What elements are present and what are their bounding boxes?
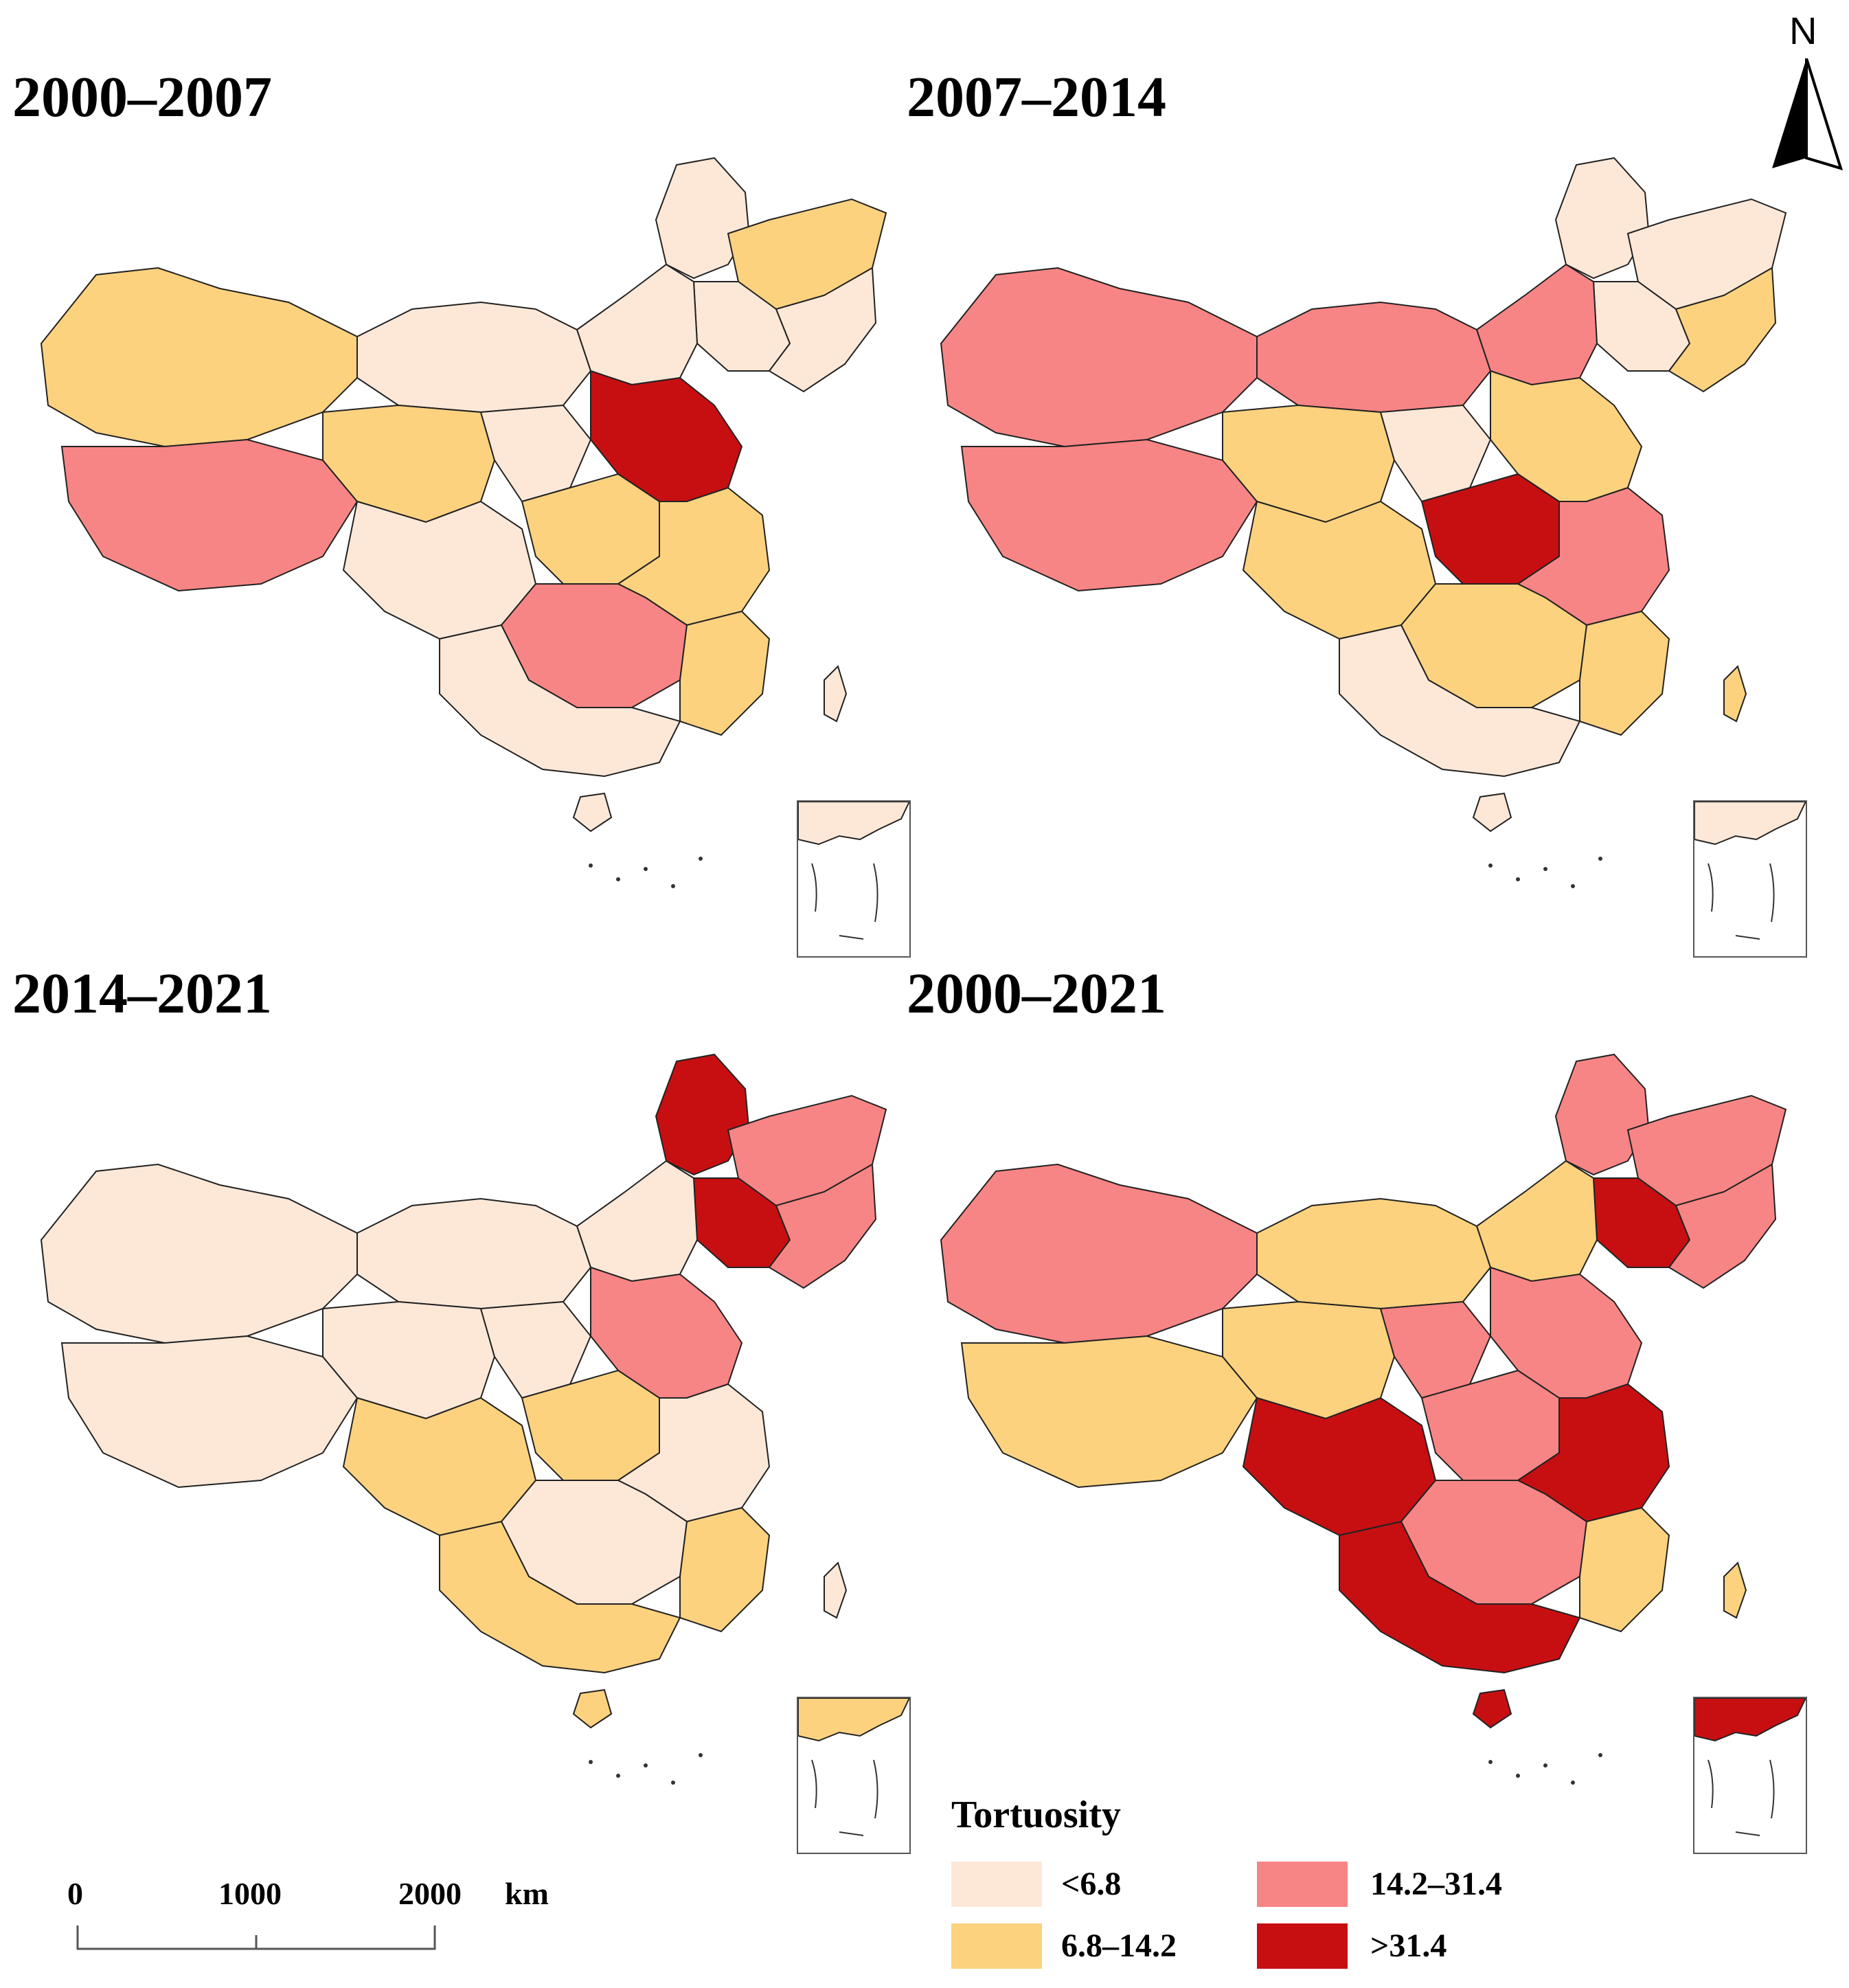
region-southeast-coast: [1579, 610, 1670, 736]
south-sea-island-dot: [589, 863, 593, 868]
region-nm-west: [356, 1197, 592, 1310]
south-sea-island-dot: [616, 877, 620, 881]
inset-map-2: [1694, 802, 1806, 940]
south-sea-island-dot: [671, 884, 675, 888]
south-sea-island-dot: [644, 1763, 648, 1767]
panel-title-3: 2014–2021: [12, 962, 272, 1026]
region-tibet: [960, 438, 1258, 592]
region-nm-east: [576, 263, 699, 386]
inset-map-1: [798, 802, 909, 940]
south-sea-island-dot: [1571, 1781, 1575, 1785]
south-sea-inset-3: [797, 1697, 911, 1854]
south-sea-island-dot: [644, 867, 648, 871]
south-sea-inset-4: [1693, 1697, 1807, 1854]
south-sea-island-dot: [1598, 857, 1602, 861]
legend-swatch-low: [951, 1862, 1042, 1907]
map-panel-2007-2014: [940, 157, 1787, 888]
south-sea-inset-1: [797, 800, 911, 958]
map-panel-2000-2021: [940, 1053, 1787, 1785]
south-sea-island-dot: [1488, 863, 1493, 868]
region-nm-west: [1256, 1197, 1492, 1310]
legend-swatch-high: [1257, 1862, 1348, 1907]
legend-title: Tortuosity: [951, 1794, 1121, 1836]
south-sea-island-dot: [1571, 884, 1575, 888]
map-panel-2000-2007: [40, 157, 887, 888]
legend-label-veryhigh: >31.4: [1370, 1928, 1447, 1964]
region-nm-west: [356, 301, 592, 414]
panel-title-1: 2000–2007: [12, 65, 272, 129]
south-sea-island-dot: [671, 1781, 675, 1785]
region-southeast-coast: [679, 1506, 771, 1633]
region-southeast-coast: [679, 610, 771, 736]
south-sea-island-dot: [1598, 1753, 1602, 1757]
region-ne-jilin-liao: [768, 267, 877, 393]
island-taiwan: [824, 1561, 848, 1619]
south-sea-island-dot: [1516, 1774, 1520, 1778]
island-hainan: [572, 792, 613, 833]
north-arrow-icon: [1772, 58, 1844, 170]
region-guangdong-hainan: [439, 1520, 681, 1674]
south-sea-island-dot: [589, 1760, 593, 1764]
region-xinjiang: [40, 1163, 358, 1344]
island-hainan: [1472, 792, 1512, 833]
inset-map-4: [1694, 1698, 1806, 1836]
region-guangdong-hainan: [1339, 1520, 1581, 1674]
legend-label-high: 14.2–31.4: [1370, 1866, 1502, 1902]
legend-swatch-veryhigh: [1257, 1923, 1348, 1969]
region-xinjiang: [940, 267, 1258, 448]
island-taiwan: [824, 665, 848, 723]
legend-label-low: <6.8: [1061, 1866, 1122, 1902]
south-sea-island-dot: [699, 857, 703, 861]
scale-unit: km: [505, 1876, 549, 1911]
inset-map-3: [798, 1698, 909, 1836]
south-sea-island-dot: [616, 1774, 620, 1778]
region-guangdong-hainan: [439, 624, 681, 778]
south-sea-island-dot: [699, 1753, 703, 1757]
region-southeast-coast: [1579, 1506, 1670, 1633]
south-sea-island-dot: [1543, 867, 1547, 871]
scale-tick-1000: 1000: [218, 1876, 282, 1911]
island-taiwan: [1723, 665, 1747, 723]
scale-bar: [76, 1925, 436, 1950]
panel-title-4: 2000–2021: [907, 962, 1166, 1026]
legend-swatch-mid: [951, 1923, 1042, 1969]
legend-label-mid: 6.8–14.2: [1061, 1928, 1177, 1964]
region-ne-hlj-north: [655, 157, 750, 280]
region-xinjiang: [940, 1163, 1258, 1344]
island-taiwan: [1723, 1561, 1747, 1619]
region-ne-hlj-north: [1554, 1053, 1650, 1176]
region-guangdong-hainan: [1339, 624, 1581, 778]
region-ne-jilin-liao: [1668, 267, 1777, 393]
region-nm-east: [1475, 1160, 1598, 1283]
region-ne-hlj-north: [1554, 157, 1650, 280]
south-sea-island-dot: [1488, 1760, 1493, 1764]
island-hainan: [1472, 1688, 1512, 1729]
scale-tick-0: 0: [67, 1876, 83, 1911]
island-hainan: [572, 1688, 613, 1729]
south-sea-island-dot: [1543, 1763, 1547, 1767]
south-sea-island-dot: [1516, 877, 1520, 881]
region-tibet: [60, 438, 359, 592]
north-label: N: [1789, 9, 1817, 52]
south-sea-inset-2: [1693, 800, 1807, 958]
map-panel-2014-2021: [40, 1053, 887, 1785]
scale-tick-2000: 2000: [398, 1876, 462, 1911]
region-tibet: [960, 1335, 1258, 1489]
region-xinjiang: [40, 267, 358, 448]
region-ne-jilin-liao: [1668, 1163, 1777, 1289]
region-ne-jilin-liao: [768, 1163, 877, 1289]
region-nm-east: [1475, 263, 1598, 386]
panel-title-2: 2007–2014: [907, 65, 1166, 129]
region-tibet: [60, 1335, 359, 1489]
region-ne-hlj-north: [655, 1053, 750, 1176]
region-nm-east: [576, 1160, 699, 1283]
region-nm-west: [1256, 301, 1492, 414]
